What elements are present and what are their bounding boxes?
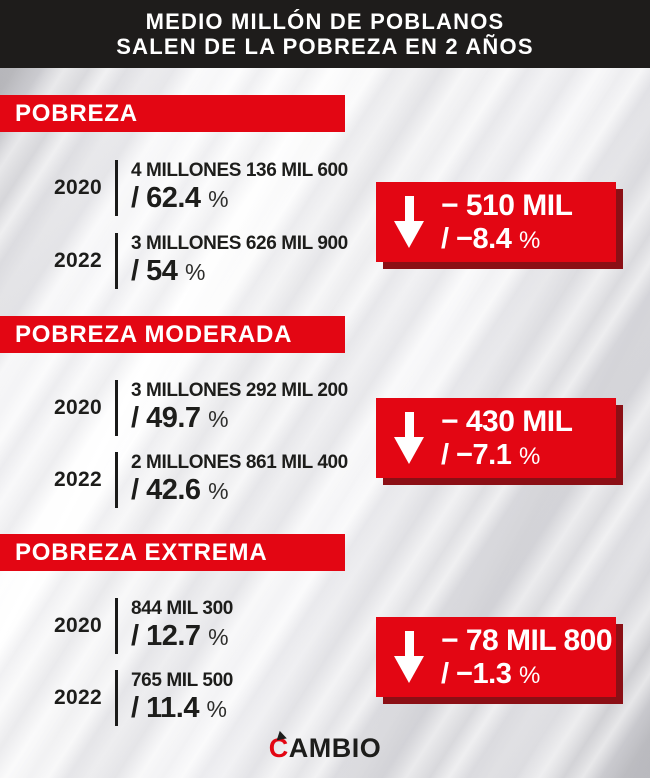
value-percent: / 54 % bbox=[131, 255, 206, 287]
badge-delta: − 430 MIL bbox=[441, 404, 573, 438]
year-label: 2022 bbox=[54, 468, 102, 491]
percent-sign: % bbox=[206, 696, 227, 722]
divider bbox=[115, 670, 118, 726]
value-absolute: 3 MILLONES 292 MIL 200 bbox=[131, 380, 348, 401]
year-label: 2020 bbox=[54, 614, 102, 637]
section-title-pobreza: POBREZA bbox=[0, 95, 345, 132]
value-percent: / 62.4 % bbox=[131, 182, 229, 214]
percent-sign: % bbox=[208, 186, 229, 212]
section-title-label: POBREZA bbox=[15, 99, 138, 127]
percent-sign: % bbox=[518, 226, 540, 254]
change-badge: − 510 MIL / −8.4 % bbox=[376, 182, 616, 262]
logo-text: AMBIO bbox=[288, 732, 382, 763]
year-label: 2022 bbox=[54, 686, 102, 709]
year-label: 2022 bbox=[54, 249, 102, 272]
arrow-down-icon bbox=[394, 412, 424, 464]
value-percent: / 12.7 % bbox=[131, 620, 229, 652]
percent-sign: % bbox=[208, 478, 229, 504]
arrow-down-icon bbox=[394, 196, 424, 248]
divider bbox=[115, 233, 118, 289]
value-absolute: 4 MILLONES 136 MIL 600 bbox=[131, 160, 348, 181]
table-row: 2020 3 MILLONES 292 MIL 200 / 49.7 % bbox=[45, 378, 348, 438]
section-title-label: POBREZA EXTREMA bbox=[15, 538, 268, 566]
divider bbox=[115, 160, 118, 216]
percent-sign: % bbox=[208, 406, 229, 432]
badge-delta: − 510 MIL bbox=[441, 188, 573, 222]
percent-sign: % bbox=[518, 442, 540, 470]
arrow-down-icon bbox=[394, 631, 424, 683]
footer: C AMBIO bbox=[0, 730, 650, 765]
table-row: 2020 4 MILLONES 136 MIL 600 / 62.4 % bbox=[45, 158, 348, 218]
value-absolute: 844 MIL 300 bbox=[131, 598, 233, 619]
badge-delta: − 78 MIL 800 bbox=[441, 623, 613, 657]
table-row: 2022 3 MILLONES 626 MIL 900 / 54 % bbox=[45, 231, 348, 291]
percent-sign: % bbox=[184, 259, 206, 285]
badge-delta-pct: / −7.1 % bbox=[441, 438, 540, 471]
divider bbox=[115, 380, 118, 436]
value-percent: / 11.4 % bbox=[131, 692, 227, 724]
percent-sign: % bbox=[518, 661, 540, 689]
percent-sign: % bbox=[208, 624, 229, 650]
change-badge: − 78 MIL 800 / −1.3 % bbox=[376, 617, 616, 697]
table-row: 2022 2 MILLONES 861 MIL 400 / 42.6 % bbox=[45, 450, 348, 510]
table-row: 2022 765 MIL 500 / 11.4 % bbox=[45, 668, 233, 728]
headline-line2: SALEN DE LA POBREZA EN 2 AÑOS bbox=[116, 34, 534, 59]
table-row: 2020 844 MIL 300 / 12.7 % bbox=[45, 596, 233, 656]
value-percent: / 49.7 % bbox=[131, 402, 229, 434]
year-label: 2020 bbox=[54, 396, 102, 419]
value-absolute: 3 MILLONES 626 MIL 900 bbox=[131, 233, 348, 254]
cambio-logo: C AMBIO bbox=[268, 730, 382, 764]
divider bbox=[115, 598, 118, 654]
section-title-label: POBREZA MODERADA bbox=[15, 320, 293, 348]
year-label: 2020 bbox=[54, 176, 102, 199]
section-title-pobreza-extrema: POBREZA EXTREMA bbox=[0, 534, 345, 571]
value-absolute: 765 MIL 500 bbox=[131, 670, 233, 691]
badge-delta-pct: / −1.3 % bbox=[441, 657, 540, 690]
headline-line1: MEDIO MILLÓN DE POBLANOS bbox=[145, 9, 505, 34]
value-absolute: 2 MILLONES 861 MIL 400 bbox=[131, 452, 348, 473]
badge-delta-pct: / −8.4 % bbox=[441, 222, 540, 255]
value-percent: / 42.6 % bbox=[131, 474, 229, 506]
logo-letter-c: C bbox=[268, 732, 289, 763]
change-badge: − 430 MIL / −7.1 % bbox=[376, 398, 616, 478]
divider bbox=[115, 452, 118, 508]
section-title-pobreza-moderada: POBREZA MODERADA bbox=[0, 316, 345, 353]
header-banner: MEDIO MILLÓN DE POBLANOS SALEN DE LA POB… bbox=[0, 0, 650, 68]
